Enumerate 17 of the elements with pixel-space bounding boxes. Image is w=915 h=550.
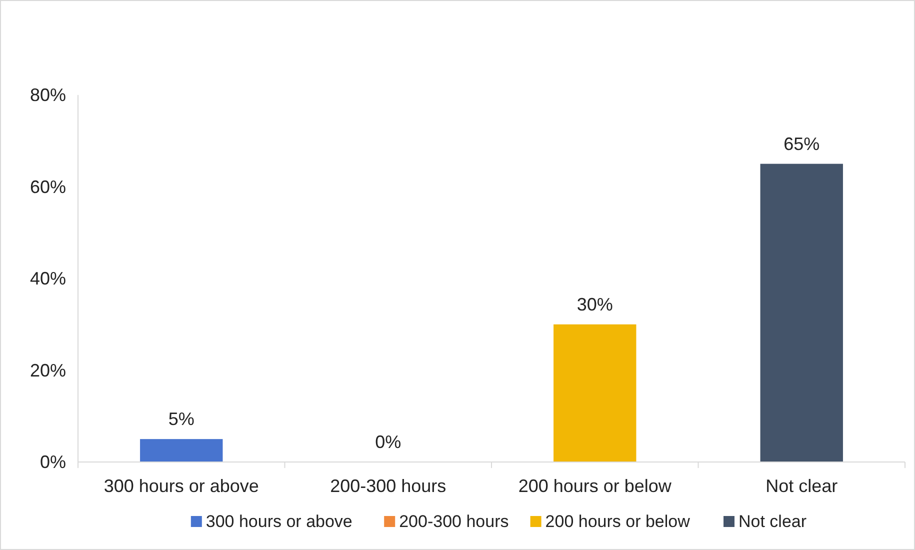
y-tick-label: 20% [30,360,66,380]
x-tick-label: Not clear [766,476,838,496]
legend-label: Not clear [738,512,807,531]
x-tick-label: 200 hours or below [518,476,672,496]
y-tick-label: 60% [30,176,66,197]
y-tick-label: 40% [30,268,66,288]
data-label: 30% [576,294,613,314]
x-tick-label: 200-300 hours [330,476,446,496]
x-tick-label: 300 hours or above [104,476,259,496]
data-label: 0% [375,432,402,452]
y-tick-label: 80% [30,85,66,105]
legend-label: 300 hours or above [206,512,352,531]
legend-label: 200 hours or below [545,512,691,531]
data-label: 5% [168,409,194,430]
legend-label: 200-300 hours [399,512,509,531]
data-label: 65% [784,134,820,154]
y-tick-label: 0% [40,452,66,472]
